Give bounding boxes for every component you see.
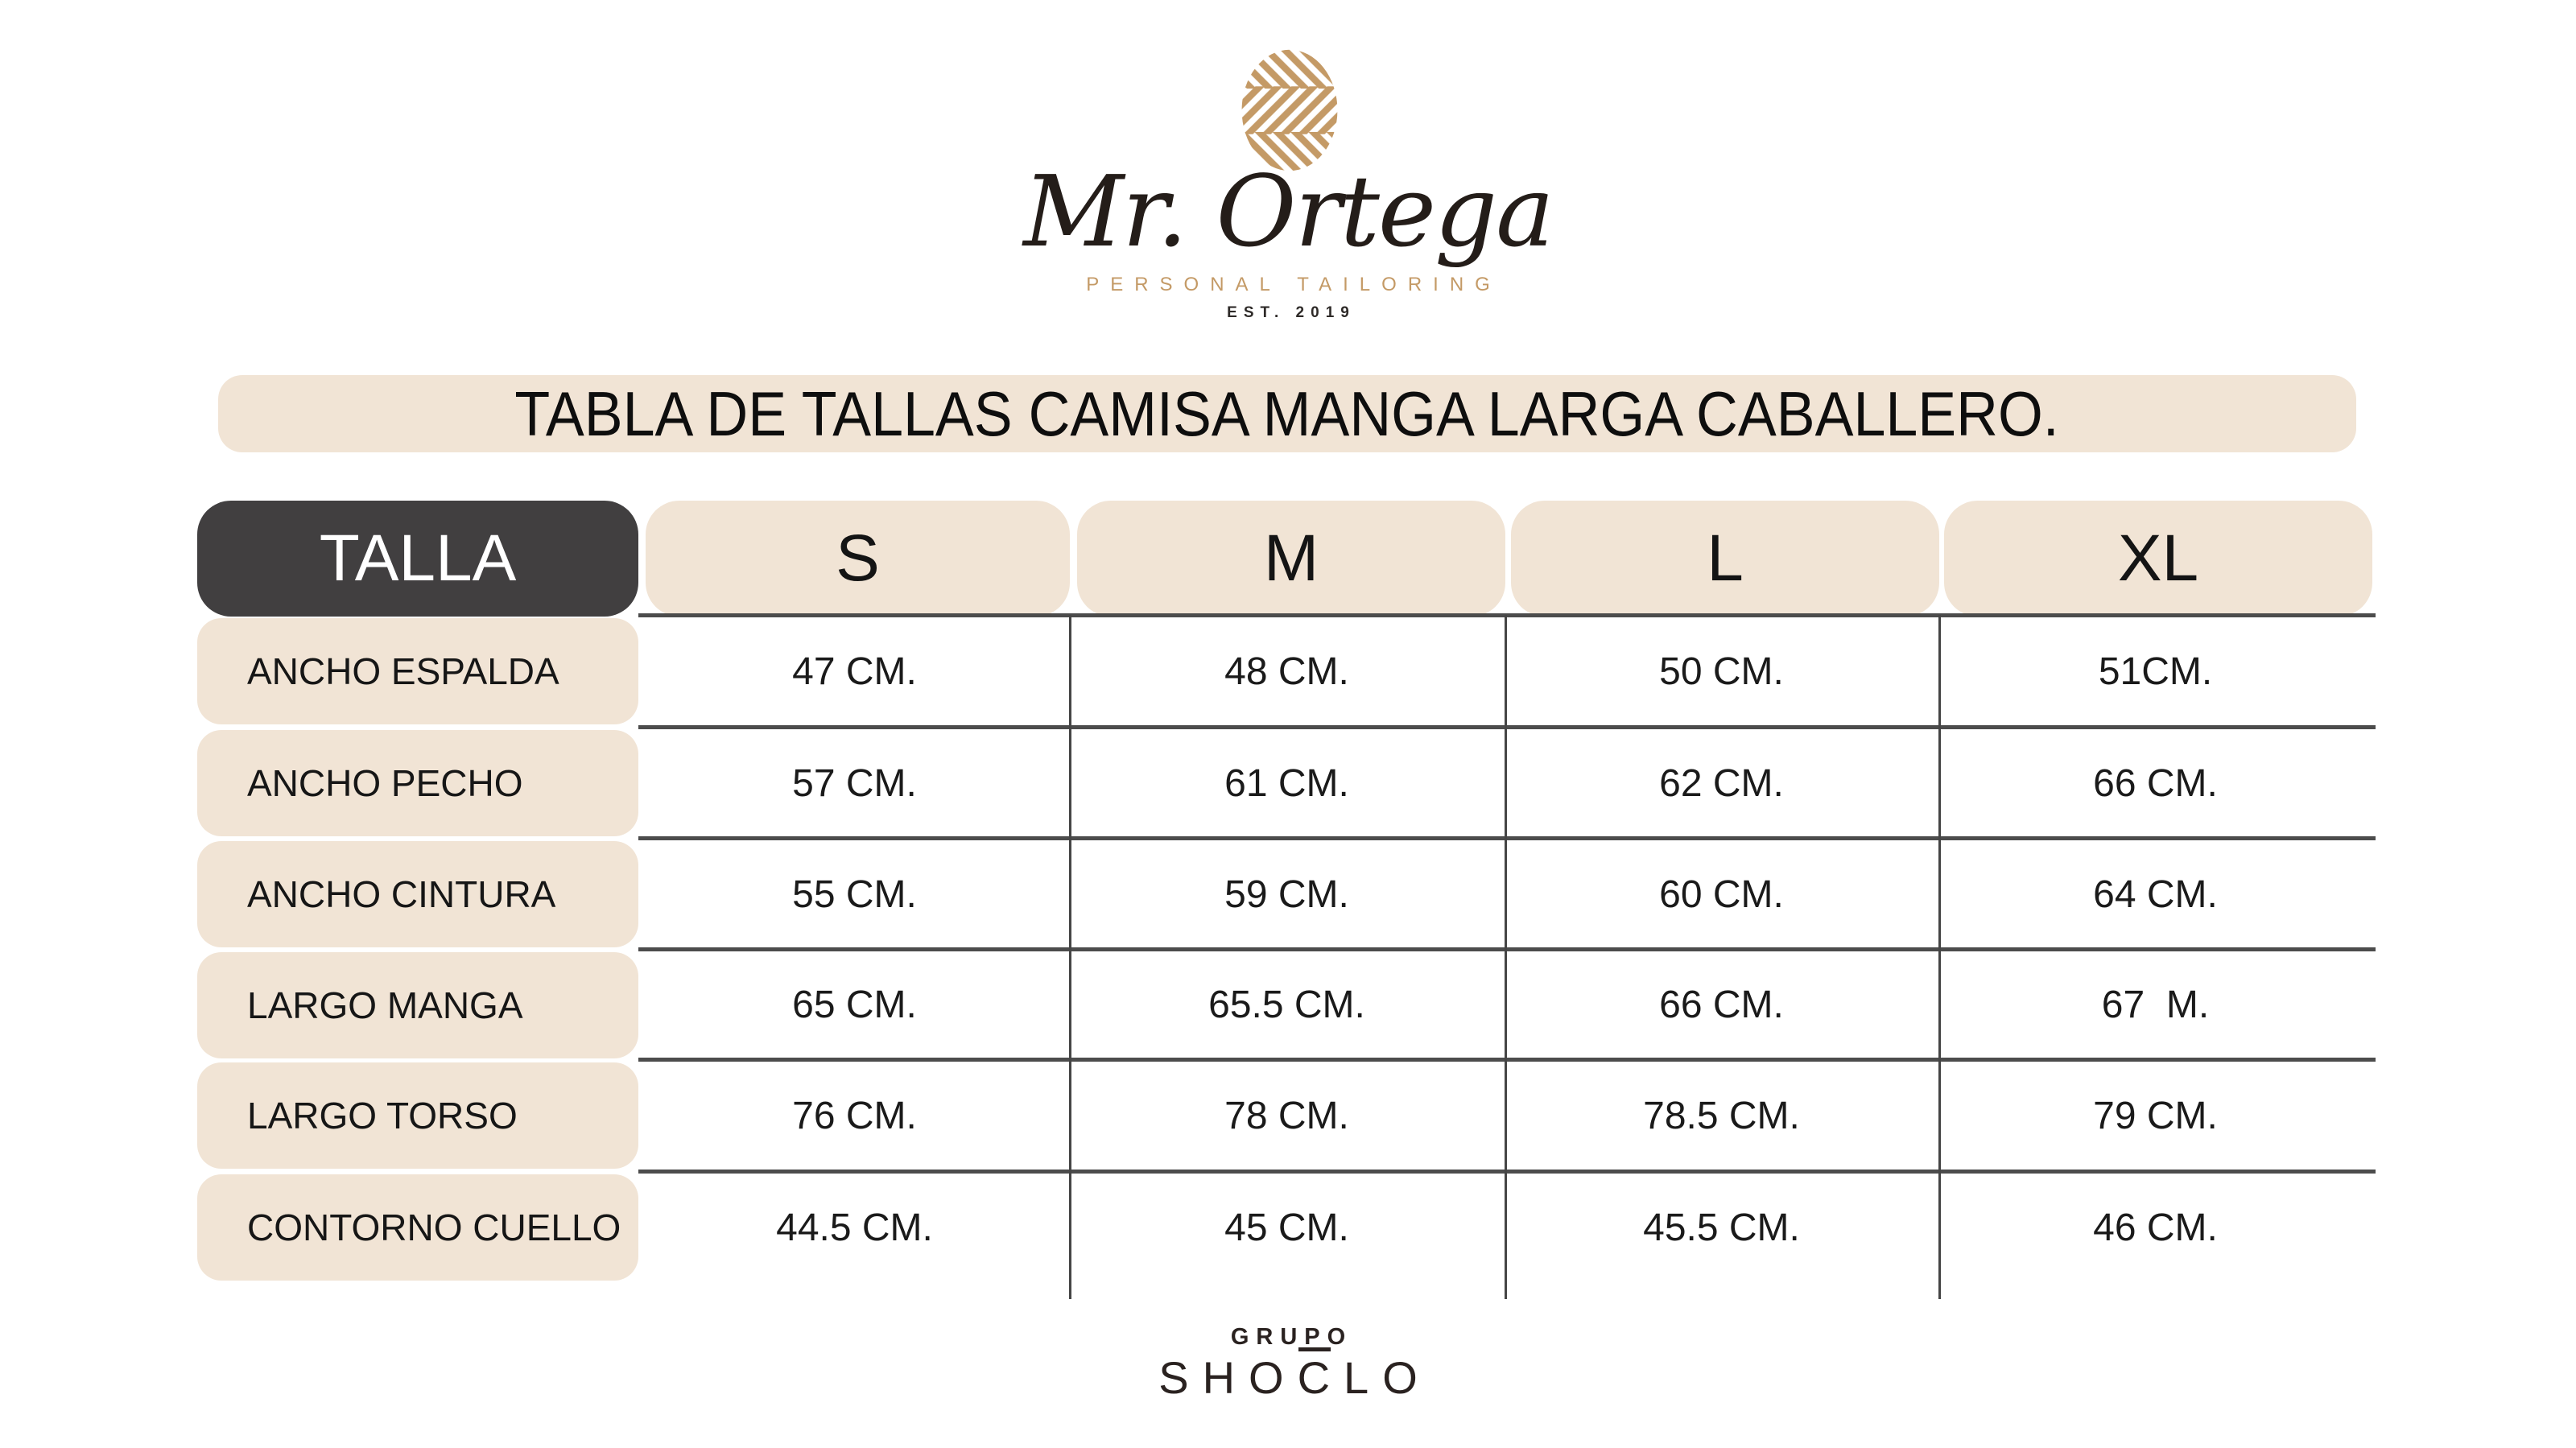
row-label-largo-torso: LARGO TORSO bbox=[197, 1062, 638, 1169]
cell-torso-l: 78.5 CM. bbox=[1643, 1095, 1800, 1137]
cell-cuello-xl: 46 CM. bbox=[2093, 1207, 2218, 1249]
row-label-ancho-espalda: ANCHO ESPALDA bbox=[197, 618, 638, 724]
header-talla: TALLA bbox=[197, 501, 638, 617]
brand-established: EST. 2019 bbox=[1227, 304, 1356, 321]
cell-cintura-l: 60 CM. bbox=[1659, 873, 1784, 916]
grid-vline bbox=[1505, 615, 1507, 1299]
grid-vline bbox=[1069, 615, 1071, 1299]
yarn-ball-icon bbox=[1241, 49, 1338, 171]
grid-vline bbox=[1938, 615, 1941, 1299]
grid-hline bbox=[638, 947, 2376, 951]
grid-hline bbox=[638, 725, 2376, 729]
cell-espalda-l: 50 CM. bbox=[1659, 650, 1784, 693]
cell-torso-m: 78 CM. bbox=[1224, 1095, 1349, 1137]
cell-torso-xl: 79 CM. bbox=[2093, 1095, 2218, 1137]
values-grid: 47 CM. 48 CM. 50 CM. 51CM. 57 CM. 61 CM.… bbox=[640, 616, 2372, 1284]
header-size-m: M bbox=[1077, 501, 1505, 617]
row-label-ancho-pecho: ANCHO PECHO bbox=[197, 730, 638, 836]
row-label-largo-manga: LARGO MANGA bbox=[197, 952, 638, 1058]
cell-cuello-l: 45.5 CM. bbox=[1643, 1207, 1800, 1249]
row-label-contorno-cuello: CONTORNO CUELLO bbox=[197, 1174, 638, 1281]
footer-shoclo-post: LO bbox=[1344, 1352, 1431, 1403]
cell-cuello-s: 44.5 CM. bbox=[776, 1207, 933, 1249]
header-size-l: L bbox=[1511, 501, 1939, 617]
footer-shoclo-pre: SHO bbox=[1158, 1352, 1298, 1403]
cell-cintura-xl: 64 CM. bbox=[2093, 873, 2218, 916]
cell-pecho-l: 62 CM. bbox=[1659, 761, 1784, 805]
header-size-s: S bbox=[646, 501, 1070, 617]
row-label-ancho-cintura: ANCHO CINTURA bbox=[197, 841, 638, 947]
cell-cintura-m: 59 CM. bbox=[1224, 873, 1349, 916]
grid-hline bbox=[638, 1170, 2376, 1174]
cell-pecho-m: 61 CM. bbox=[1224, 761, 1349, 805]
title-banner-text: TABLA DE TALLAS CAMISA MANGA LARGA CABAL… bbox=[514, 377, 2060, 449]
cell-manga-s: 65 CM. bbox=[792, 984, 917, 1026]
title-banner: TABLA DE TALLAS CAMISA MANGA LARGA CABAL… bbox=[218, 375, 2356, 452]
header-size-xl: XL bbox=[1944, 501, 2372, 617]
grid-hline bbox=[638, 836, 2376, 840]
cell-torso-s: 76 CM. bbox=[792, 1095, 917, 1137]
cell-espalda-m: 48 CM. bbox=[1224, 650, 1349, 693]
footer-shoclo: SHOCLO bbox=[0, 1355, 2576, 1401]
cell-manga-xl: 67 M. bbox=[2101, 984, 2210, 1026]
footer-grupo: GRUPO bbox=[1230, 1324, 1353, 1350]
cell-espalda-xl: 51CM. bbox=[2098, 650, 2213, 693]
cell-pecho-s: 57 CM. bbox=[792, 761, 917, 805]
cell-espalda-s: 47 CM. bbox=[792, 650, 917, 693]
cell-manga-m: 65.5 CM. bbox=[1208, 984, 1365, 1026]
grid-hline bbox=[638, 1058, 2376, 1062]
cell-cintura-s: 55 CM. bbox=[792, 873, 917, 916]
grid-hline bbox=[638, 613, 2376, 617]
cell-manga-l: 66 CM. bbox=[1659, 984, 1784, 1026]
cell-cuello-m: 45 CM. bbox=[1224, 1207, 1349, 1249]
footer-shoclo-c-macron: C bbox=[1297, 1352, 1344, 1403]
brand-name: Mr. Ortega bbox=[1023, 155, 1554, 269]
brand-tagline: PERSONAL TAILORING bbox=[1086, 274, 1501, 295]
cell-pecho-xl: 66 CM. bbox=[2093, 761, 2218, 805]
